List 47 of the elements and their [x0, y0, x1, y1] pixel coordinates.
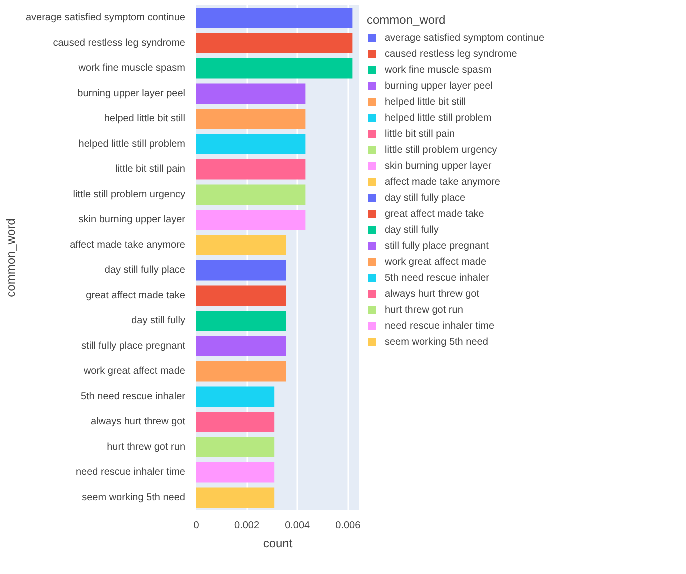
- legend-label: need rescue inhaler time: [385, 320, 495, 332]
- y-tick-label: work fine muscle spasm: [78, 63, 186, 74]
- x-axis-title: count: [263, 536, 294, 550]
- legend-label: average satisfied symptom continue: [385, 32, 545, 44]
- legend-label: great affect made take: [385, 208, 484, 220]
- y-axis-title: common_word: [4, 218, 18, 298]
- legend-label: seem working 5th need: [385, 336, 488, 348]
- y-tick-label: 5th need rescue inhaler: [80, 391, 186, 402]
- legend-title: common_word: [367, 13, 447, 27]
- y-tick-label: seem working 5th need: [82, 492, 186, 504]
- y-tick-label: little still problem urgency: [73, 189, 186, 200]
- x-tick-label: 0: [194, 520, 200, 532]
- legend-label: still fully place pregnant: [385, 240, 489, 252]
- x-tick-label: 0.002: [234, 520, 260, 532]
- legend-label: burning upper layer peel: [385, 80, 493, 92]
- legend-label: affect made take anymore: [385, 176, 500, 188]
- x-tick-label: 0.004: [285, 520, 311, 532]
- y-tick-label: average satisfied symptom continue: [26, 12, 186, 24]
- y-tick-label: burning upper layer peel: [78, 88, 186, 100]
- legend-label: little bit still pain: [385, 128, 456, 140]
- legend-label: day still fully place: [385, 192, 466, 204]
- y-tick-label: work great affect made: [82, 366, 186, 378]
- legend-label: 5th need rescue inhaler: [385, 272, 490, 284]
- y-tick-label: hurt threw got run: [107, 442, 186, 453]
- y-tick-label: always hurt threw got: [91, 416, 186, 428]
- y-tick-label: caused restless leg syndrome: [53, 38, 186, 49]
- y-tick-label: day still fully place: [104, 265, 186, 276]
- legend-label: helped little still problem: [385, 112, 492, 124]
- y-tick-label: skin burning upper layer: [78, 214, 186, 226]
- legend-label: skin burning upper layer: [385, 160, 492, 172]
- legend-label: helped little bit still: [385, 96, 466, 108]
- legend-label: day still fully: [385, 224, 439, 236]
- y-tick-label: great affect made take: [86, 290, 186, 302]
- legend-label: work fine muscle spasm: [385, 64, 492, 76]
- y-tick-label: need rescue inhaler time: [76, 467, 186, 478]
- legend-label: caused restless leg syndrome: [385, 48, 518, 60]
- legend-label: always hurt threw got: [385, 288, 480, 300]
- y-tick-label: still fully place pregnant: [82, 340, 186, 352]
- y-tick-label: affect made take anymore: [70, 240, 186, 251]
- legend-label: work great affect made: [385, 256, 487, 268]
- y-tick-label: helped little bit still: [104, 114, 186, 125]
- y-tick-label: little bit still pain: [115, 164, 186, 176]
- y-tick-label: helped little still problem: [78, 138, 186, 150]
- legend-label: hurt threw got run: [385, 304, 464, 316]
- x-tick-label: 0.006: [336, 520, 362, 532]
- legend-label: little still problem urgency: [385, 144, 498, 156]
- y-tick-label: day still fully: [132, 316, 186, 327]
